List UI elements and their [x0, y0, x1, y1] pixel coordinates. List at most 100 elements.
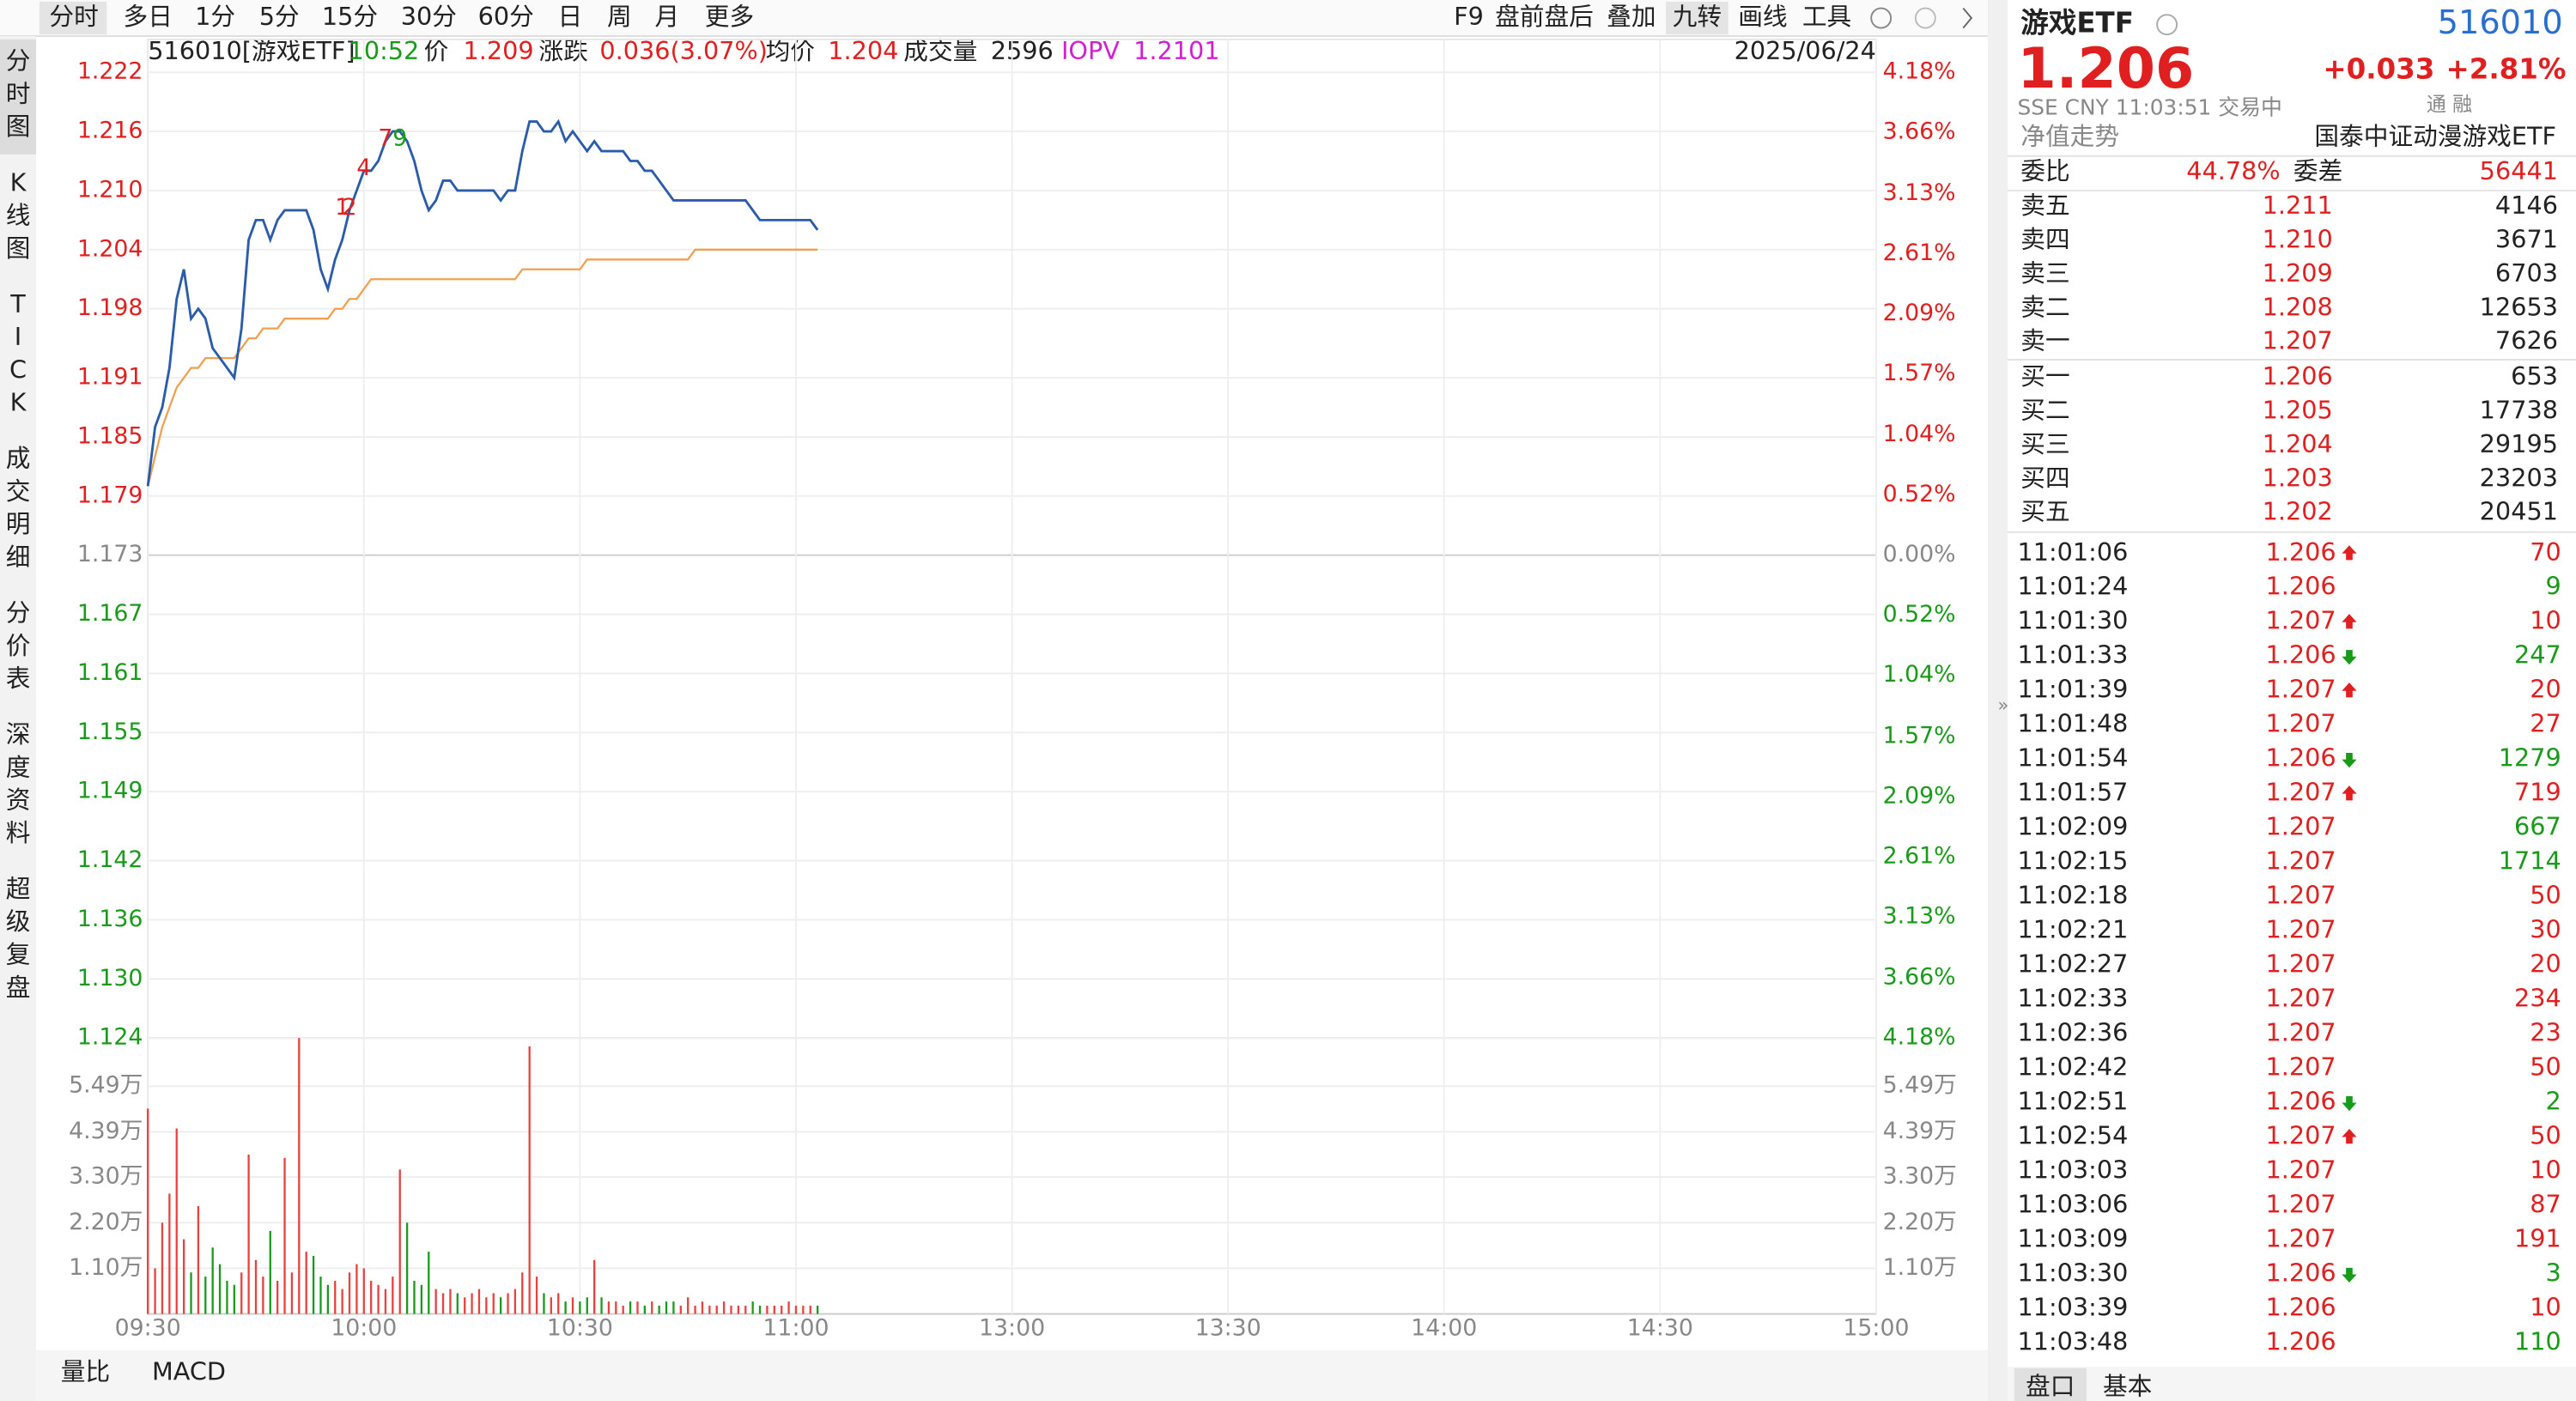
- trade-volume: 27: [2530, 709, 2561, 738]
- toolbar-tab[interactable]: 30分: [401, 2, 457, 31]
- volume-bar: [392, 1277, 394, 1314]
- volume-bar: [384, 1289, 387, 1314]
- volume-bar: [434, 1289, 437, 1314]
- toolbar-tool[interactable]: F9: [1454, 2, 1484, 31]
- trade-price: 1.207: [2266, 1190, 2336, 1219]
- down-arrow: [2342, 650, 2357, 665]
- bottom-tab[interactable]: MACD: [152, 1356, 226, 1386]
- trade-price: 1.207: [2266, 915, 2336, 944]
- bottom-bar: [36, 1349, 1989, 1401]
- x-tick-label: 13:00: [979, 1314, 1045, 1341]
- trade-price: 1.206: [2266, 640, 2336, 670]
- book-volume: 6703: [2495, 258, 2558, 288]
- up-arrow: [2342, 545, 2357, 561]
- series-line: [146, 118, 819, 487]
- trade-time: 11:01:33: [2017, 640, 2128, 670]
- volume-bar: [477, 1289, 481, 1314]
- trade-volume: 50: [2530, 1121, 2561, 1150]
- volume-bar: [816, 1305, 819, 1314]
- toolbar-tab[interactable]: 周: [607, 2, 632, 31]
- y2-tick-label: 1.04%: [1883, 421, 1956, 447]
- up-arrow: [2342, 614, 2357, 629]
- down-arrow: [2342, 753, 2357, 768]
- volume-bar: [679, 1305, 682, 1314]
- volume-bar: [802, 1305, 805, 1314]
- sidebar-item[interactable]: 超级复盘: [6, 874, 31, 1002]
- volume-bar: [197, 1205, 200, 1314]
- toolbar-tool[interactable]: 叠加: [1607, 2, 1656, 31]
- panel-tab[interactable]: 盘口: [2026, 1372, 2075, 1401]
- trade-volume: 10: [2530, 606, 2561, 635]
- volume-bar: [428, 1252, 430, 1314]
- toolbar-tab[interactable]: 5分: [259, 2, 300, 31]
- y-tick-label: 1.167: [77, 600, 143, 627]
- toolbar-tab[interactable]: 15分: [322, 2, 378, 31]
- volume-bar: [550, 1297, 552, 1314]
- bottom-tab[interactable]: 量比: [61, 1356, 110, 1386]
- toolbar-tool[interactable]: 画线: [1738, 2, 1787, 31]
- stock-code: 516010: [2438, 3, 2563, 42]
- toolbar-tab[interactable]: 多日: [124, 2, 173, 31]
- toolbar-tab[interactable]: 日: [558, 2, 583, 31]
- panel-tab[interactable]: 基本: [2103, 1372, 2152, 1401]
- volume-tick-label: 4.39万: [1883, 1118, 1957, 1144]
- x-tick-label: 09:30: [115, 1314, 181, 1341]
- book-label: 卖二: [2020, 292, 2069, 321]
- volume-bar: [665, 1301, 668, 1314]
- signal-label: 9: [392, 125, 407, 152]
- volume-bar: [147, 1108, 149, 1314]
- signal-label: 1: [335, 194, 349, 221]
- toolbar-tab[interactable]: 分时: [49, 2, 98, 31]
- settings-icon[interactable]: [1870, 7, 1893, 29]
- toolbar-tool[interactable]: 盘前盘后: [1495, 2, 1594, 31]
- sidebar-item[interactable]: 分时图: [6, 46, 31, 142]
- sidebar-item[interactable]: 分价表: [6, 598, 31, 694]
- volume-bar: [161, 1222, 164, 1314]
- help-icon[interactable]: [1914, 7, 1936, 29]
- volume-bar: [622, 1305, 624, 1314]
- book-label: 买一: [2020, 361, 2069, 391]
- trade-time: 11:02:09: [2017, 812, 2128, 841]
- info-code: 516010[游戏ETF]: [148, 36, 355, 65]
- signal-label: 7: [378, 125, 392, 152]
- toolbar-tool[interactable]: 九转: [1673, 2, 1722, 31]
- toolbar-tab[interactable]: 60分: [478, 2, 534, 31]
- volume-bar: [485, 1297, 488, 1314]
- toolbar-tab[interactable]: 月: [654, 2, 679, 31]
- y-tick-label: 1.204: [77, 235, 143, 262]
- down-arrow: [2342, 1267, 2357, 1283]
- nav-link[interactable]: 净值走势: [2020, 122, 2119, 151]
- volume-bar: [362, 1268, 365, 1314]
- trade-volume: 20: [2530, 675, 2561, 704]
- book-volume: 3671: [2495, 224, 2558, 253]
- trade-time: 11:01:57: [2017, 778, 2128, 807]
- volume-bar: [240, 1272, 243, 1314]
- volume-bar: [420, 1284, 423, 1314]
- sidebar-item[interactable]: K 线图: [6, 167, 31, 263]
- trade-price: 1.207: [2266, 846, 2336, 876]
- sidebar-item[interactable]: 成交明细: [6, 444, 31, 572]
- y2-tick-label: 2.61%: [1883, 842, 1956, 869]
- y2-tick-label: 0.52%: [1883, 481, 1956, 507]
- toolbar-tool[interactable]: 工具: [1802, 2, 1851, 31]
- collapse-handle[interactable]: »: [1998, 694, 2009, 716]
- y2-tick-label: 3.66%: [1883, 964, 1956, 991]
- panel-tab-bar: [2008, 1366, 2576, 1401]
- info-icon[interactable]: [2156, 14, 2178, 36]
- volume-bar: [701, 1301, 704, 1314]
- trade-time: 11:01:54: [2017, 743, 2128, 773]
- book-label: 买五: [2020, 497, 2069, 526]
- volume-bar: [744, 1305, 747, 1314]
- book-price: 1.205: [2263, 395, 2333, 424]
- volume-bar: [283, 1157, 286, 1314]
- toolbar-tab[interactable]: 1分: [195, 2, 235, 31]
- book-price: 1.210: [2263, 224, 2333, 253]
- volume-bar: [809, 1305, 811, 1314]
- volume-bar: [464, 1297, 466, 1314]
- trade-volume: 3: [2546, 1258, 2561, 1287]
- toolbar-tab[interactable]: 更多: [705, 2, 754, 31]
- trade-time: 11:02:21: [2017, 915, 2128, 944]
- sidebar-item[interactable]: 深度资料: [6, 719, 31, 847]
- next-icon[interactable]: [1962, 7, 1973, 29]
